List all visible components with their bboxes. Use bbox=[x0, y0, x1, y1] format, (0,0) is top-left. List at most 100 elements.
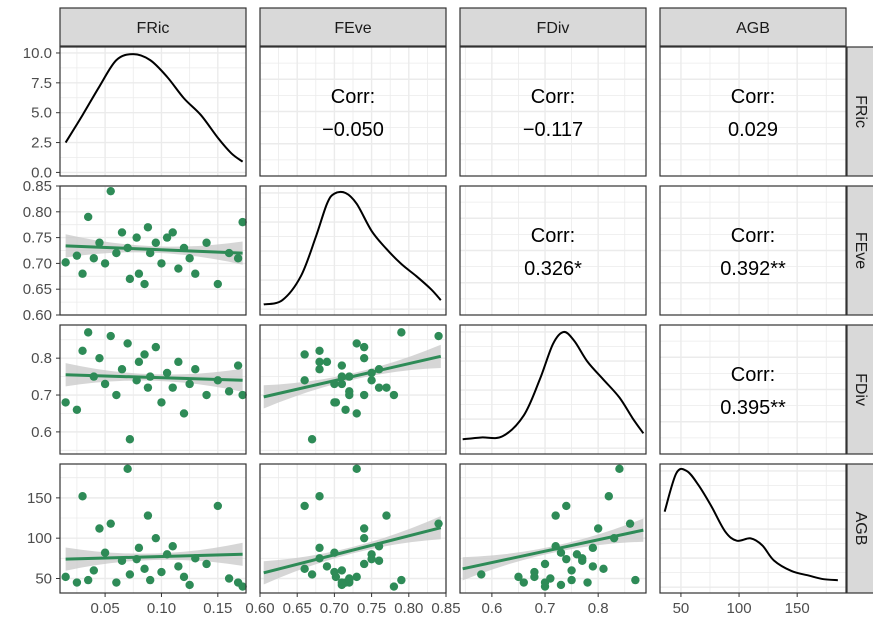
data-point bbox=[78, 346, 87, 355]
y-tick-label: 0.85 bbox=[23, 178, 52, 195]
y-axes: 0.02.55.07.510.00.600.650.700.750.800.85… bbox=[23, 45, 60, 587]
corr-label: Corr: bbox=[731, 225, 775, 247]
data-point bbox=[519, 578, 528, 587]
data-point bbox=[78, 269, 87, 278]
data-point bbox=[567, 566, 576, 575]
data-point bbox=[359, 524, 369, 533]
panel-border bbox=[59, 324, 247, 455]
data-point bbox=[106, 331, 115, 341]
data-point bbox=[352, 409, 361, 418]
data-point bbox=[157, 259, 166, 268]
data-point bbox=[213, 501, 223, 511]
panel-border bbox=[459, 463, 647, 594]
panel-border bbox=[259, 185, 447, 316]
x-axis-feve: 0.60 0.65 0.70 0.75 0.80 0.85 bbox=[245, 593, 461, 617]
x-tick-label: 0.80 bbox=[394, 600, 423, 617]
data-point bbox=[389, 582, 399, 591]
row-strips: FRic FEve FDiv AGB bbox=[846, 46, 873, 594]
corr-label: Corr: bbox=[531, 86, 575, 108]
data-point bbox=[315, 492, 324, 501]
data-point bbox=[95, 524, 104, 533]
data-point bbox=[224, 574, 234, 583]
y-tick-label: 0.0 bbox=[31, 164, 52, 181]
strip-label-fric: FRic bbox=[137, 20, 170, 37]
column-strips: FRic FEve FDiv AGB bbox=[59, 7, 847, 47]
data-point bbox=[615, 464, 624, 474]
data-point bbox=[556, 548, 566, 557]
data-point bbox=[322, 357, 332, 367]
strip-label-agb: AGB bbox=[736, 20, 770, 37]
panel-border bbox=[459, 185, 647, 316]
data-point bbox=[546, 574, 555, 583]
panel-border bbox=[659, 463, 847, 594]
fit-line bbox=[65, 552, 243, 561]
data-point bbox=[631, 575, 640, 585]
data-point bbox=[143, 383, 153, 392]
data-point bbox=[374, 383, 384, 392]
x-tick-label: 0.7 bbox=[535, 600, 556, 617]
density-curve bbox=[64, 53, 244, 163]
data-point bbox=[300, 376, 309, 385]
data-point bbox=[191, 365, 200, 374]
data-point bbox=[106, 519, 115, 528]
data-point bbox=[162, 233, 172, 242]
density-curve bbox=[462, 330, 645, 441]
corr-value: 0.395** bbox=[720, 397, 786, 419]
panel-agb-fdiv bbox=[459, 463, 647, 594]
panel-background bbox=[460, 464, 646, 593]
data-point bbox=[337, 361, 347, 370]
panel-agb-feve bbox=[259, 463, 447, 594]
data-point bbox=[367, 550, 376, 559]
data-point bbox=[151, 533, 161, 543]
fit-line bbox=[65, 244, 243, 255]
x-tick-label: 0.10 bbox=[147, 600, 176, 617]
data-point bbox=[143, 511, 153, 520]
data-point bbox=[233, 361, 243, 370]
data-point bbox=[397, 328, 406, 337]
data-point bbox=[551, 511, 560, 520]
strip-row-3: FDiv bbox=[846, 324, 873, 455]
data-point bbox=[604, 492, 613, 501]
x-tick-label: 0.75 bbox=[357, 600, 386, 617]
data-point bbox=[157, 567, 166, 577]
data-point bbox=[112, 390, 121, 400]
data-point bbox=[374, 556, 384, 565]
data-point bbox=[151, 238, 161, 247]
data-point bbox=[540, 559, 550, 569]
strip-label-fdiv: FDiv bbox=[537, 20, 570, 37]
strip-row-2: FEve bbox=[846, 185, 873, 316]
y-tick-label: 0.60 bbox=[23, 307, 52, 324]
data-point bbox=[95, 238, 104, 247]
data-point bbox=[300, 564, 309, 574]
data-point bbox=[78, 492, 87, 501]
data-point bbox=[72, 251, 82, 260]
data-point bbox=[556, 580, 566, 590]
data-point bbox=[61, 258, 70, 267]
data-point bbox=[100, 259, 110, 268]
data-point bbox=[112, 248, 121, 258]
x-tick-label: 0.70 bbox=[320, 600, 349, 617]
data-point bbox=[593, 524, 603, 533]
y-axis-feve: 0.60 0.65 0.70 0.75 0.80 0.85 bbox=[23, 178, 60, 324]
data-point bbox=[307, 570, 317, 579]
y-tick-label: 0.70 bbox=[23, 255, 52, 272]
y-tick-label: 0.6 bbox=[31, 424, 52, 441]
panel-feve-agb: Corr: 0.392** bbox=[659, 185, 847, 316]
y-tick-label: 5.0 bbox=[31, 105, 52, 122]
data-point bbox=[72, 578, 82, 587]
data-point bbox=[315, 357, 324, 367]
data-point bbox=[345, 574, 354, 583]
data-point bbox=[140, 350, 149, 359]
x-tick-label: 0.6 bbox=[481, 600, 502, 617]
data-point bbox=[174, 264, 183, 273]
data-point bbox=[359, 533, 369, 543]
strip-col-3: FDiv bbox=[459, 7, 647, 47]
data-point bbox=[202, 390, 211, 400]
data-point bbox=[337, 566, 347, 575]
data-point bbox=[562, 554, 571, 564]
data-point bbox=[89, 254, 99, 263]
data-point bbox=[95, 353, 104, 363]
data-point bbox=[100, 379, 110, 389]
x-tick-label: 0.8 bbox=[588, 600, 609, 617]
